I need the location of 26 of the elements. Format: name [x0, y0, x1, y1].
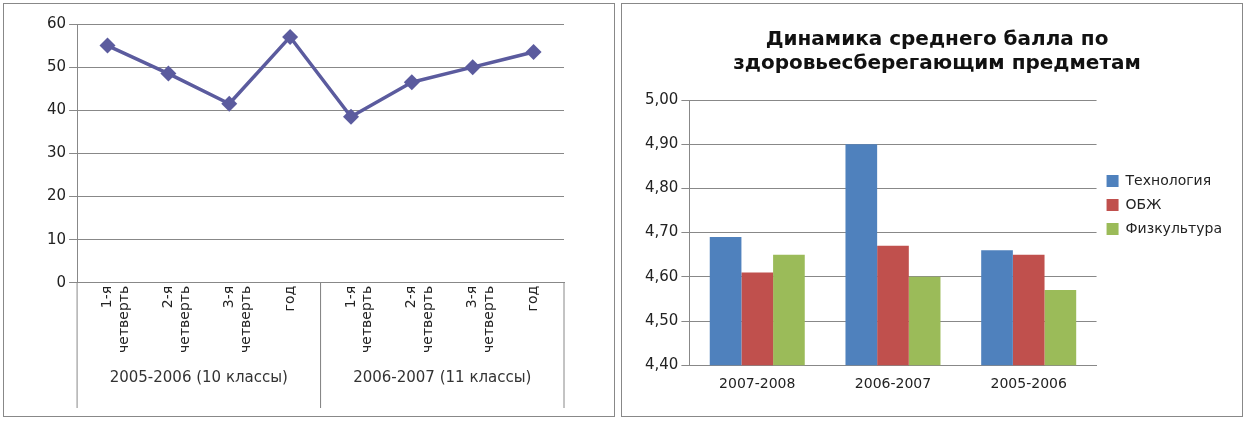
y-tick-label: 4,80: [644, 178, 679, 197]
y-tick-label: 30: [46, 143, 67, 162]
legend-label: Технология: [1124, 171, 1212, 188]
y-tick-label: 4,90: [644, 134, 679, 153]
y-tick-label: 4,60: [644, 266, 679, 285]
y-tick-label: 4,40: [644, 355, 679, 374]
y-tick-label: 5,00: [644, 89, 679, 108]
y-tick-label: 4,50: [644, 310, 679, 329]
x-tick-label: 1-я четверть: [98, 285, 131, 354]
legend-label: Физкультура: [1125, 219, 1223, 236]
y-tick-label: 0: [56, 272, 67, 291]
x-tick-label: 2006-2007: [854, 375, 932, 392]
y-tick-label: 50: [46, 57, 67, 76]
y-tick-label: 60: [46, 13, 67, 32]
text: 2006-2007 (11 классы): [353, 368, 532, 386]
x-tick-label: год: [524, 285, 541, 312]
x-tick-label: год: [280, 285, 297, 312]
chart-title: Динамика среднего балла по здоровьесберегающим предметам: [733, 26, 1141, 75]
y-tick-label: 4,70: [644, 222, 679, 241]
legend-label: ОБЖ: [1125, 195, 1162, 212]
y-tick-label: 40: [46, 100, 67, 119]
x-tick-label: 2005-2006: [990, 375, 1067, 392]
y-tick-label: 20: [46, 186, 67, 205]
y-tick-label: 10: [46, 229, 67, 248]
x-tick-label: 2007-2008: [719, 375, 796, 392]
text: 2005-2006 (10 классы): [109, 368, 288, 386]
